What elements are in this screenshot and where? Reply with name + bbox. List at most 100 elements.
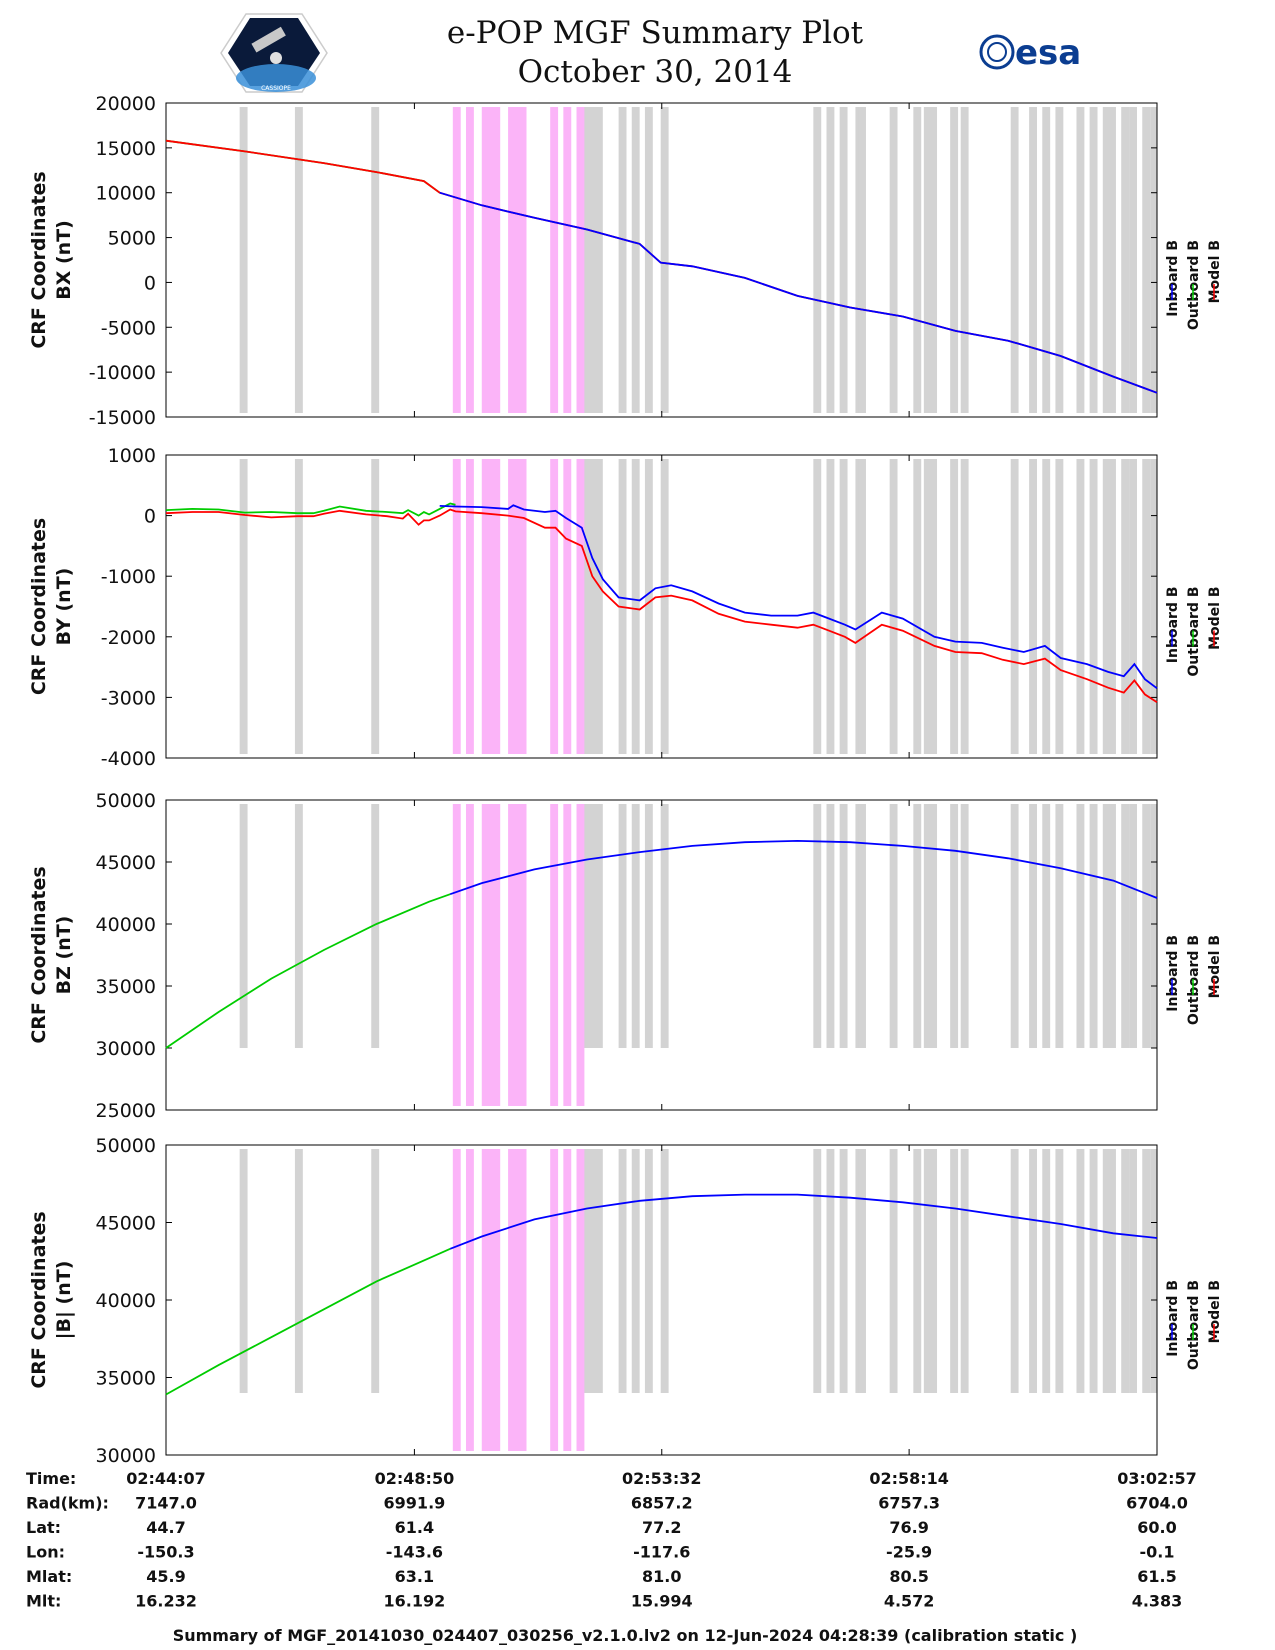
series-inboard-b <box>449 1193 1158 1250</box>
legend-label: Inboard B <box>1165 935 1181 1012</box>
gray-band <box>826 804 835 1048</box>
svg-text:CASSIOPE: CASSIOPE <box>261 85 291 92</box>
y-tick-label: -10000 <box>89 362 156 384</box>
info-cell: 02:48:50 <box>375 1469 455 1488</box>
y-tick-label: 0 <box>144 506 156 528</box>
gray-band <box>1142 1149 1151 1393</box>
gray-band <box>1121 804 1130 1048</box>
gray-band <box>826 1149 835 1393</box>
gray-band <box>929 107 938 413</box>
gray-band <box>913 107 922 413</box>
info-cell: 45.9 <box>146 1567 185 1586</box>
y-tick-label: -5000 <box>101 317 156 339</box>
plot-title-line2: October 30, 2014 <box>518 54 793 90</box>
gray-band <box>1150 459 1157 754</box>
pink-band <box>563 1149 572 1451</box>
y-tick-label: 45000 <box>96 1213 156 1235</box>
pink-band <box>465 459 474 754</box>
gray-band <box>1129 107 1138 413</box>
info-cell: 7147.0 <box>135 1494 197 1513</box>
plot-title-line1: e-POP MGF Summary Plot <box>447 15 864 51</box>
gray-band <box>239 804 248 1048</box>
y-tick-label: -1000 <box>101 566 156 588</box>
y-tick-label: 35000 <box>96 976 156 998</box>
mission-logo: CASSIOPE <box>220 13 328 93</box>
y-tick-label: 30000 <box>96 1445 156 1467</box>
y-tick-label: 5000 <box>108 228 156 250</box>
pink-band <box>576 459 585 754</box>
gray-band <box>889 107 898 413</box>
y-tick-label: 1000 <box>108 445 156 467</box>
legend-label: Model B <box>1207 240 1223 303</box>
pink-band <box>481 1149 501 1451</box>
gray-band <box>839 1149 848 1393</box>
gray-band <box>1055 804 1064 1048</box>
gray-band <box>889 804 898 1048</box>
gray-band <box>950 459 959 754</box>
gray-band <box>1121 107 1130 413</box>
gray-band <box>1055 1149 1064 1393</box>
gray-band <box>294 1149 303 1393</box>
gray-band <box>1108 804 1116 1048</box>
pink-band <box>576 804 585 1106</box>
info-cell: 61.4 <box>395 1518 434 1537</box>
y-axis-unit-label: |B| (nT) <box>53 1261 75 1340</box>
pink-band <box>481 107 501 413</box>
gray-band <box>1108 107 1116 413</box>
gray-band <box>371 804 380 1048</box>
gray-band <box>618 1149 627 1393</box>
pink-band <box>563 459 572 754</box>
gray-band <box>1142 459 1151 754</box>
gray-band <box>631 1149 640 1393</box>
info-cell: 6857.2 <box>631 1494 693 1513</box>
gray-band <box>1076 1149 1085 1393</box>
series-outboard-b <box>165 139 441 194</box>
gray-band <box>644 1149 653 1393</box>
gray-band <box>813 107 822 413</box>
gray-band <box>913 459 922 754</box>
info-row-label: Lon: <box>26 1543 65 1562</box>
gray-band <box>1089 804 1098 1048</box>
pink-band <box>452 459 461 754</box>
y-axis-label: CRF Coordinates <box>28 171 50 348</box>
gray-band <box>644 459 653 754</box>
pink-band <box>576 1149 585 1451</box>
panel-2: 50000 45000 40000 35000 30000 25000 CRF Coordi… <box>28 790 1223 1122</box>
y-axis-label: CRF Coordinates <box>28 1211 50 1388</box>
panels-group: 20000150001000050000-5000-10000-15000CRF… <box>28 93 1223 1467</box>
gray-band <box>1102 804 1111 1048</box>
gray-band <box>923 804 932 1048</box>
gray-band <box>1142 107 1151 413</box>
gray-band <box>294 804 303 1048</box>
gray-band <box>1102 1149 1111 1393</box>
legend-label: Inboard B <box>1165 1280 1181 1357</box>
info-cell: 81.0 <box>642 1567 681 1586</box>
gray-band <box>631 107 640 413</box>
pink-band <box>563 107 572 413</box>
y-tick-label: 40000 <box>96 1290 156 1312</box>
gray-band <box>960 804 969 1048</box>
gray-band <box>889 459 898 754</box>
info-cell: 63.1 <box>395 1567 434 1586</box>
info-cell: -150.3 <box>137 1543 194 1562</box>
y-axis-unit-label: BY (nT) <box>53 568 75 646</box>
pink-band <box>465 1149 474 1451</box>
info-cell: 6757.3 <box>878 1494 940 1513</box>
gray-band <box>371 459 380 754</box>
gray-band <box>581 107 603 413</box>
gray-band <box>660 1149 669 1393</box>
legend-label: Model B <box>1207 1280 1223 1343</box>
gray-band <box>960 459 969 754</box>
pink-band <box>481 804 501 1106</box>
gray-band <box>294 459 303 754</box>
gray-band <box>1042 1149 1051 1393</box>
info-cell: -0.1 <box>1140 1543 1175 1562</box>
gray-band <box>618 107 627 413</box>
gray-band <box>1142 804 1151 1048</box>
legend-label: Model B <box>1207 587 1223 650</box>
gray-band <box>839 107 848 413</box>
series-outboard-b <box>165 1247 451 1396</box>
gray-band <box>1121 1149 1130 1393</box>
y-tick-label: 0 <box>144 272 156 294</box>
gray-band <box>644 107 653 413</box>
